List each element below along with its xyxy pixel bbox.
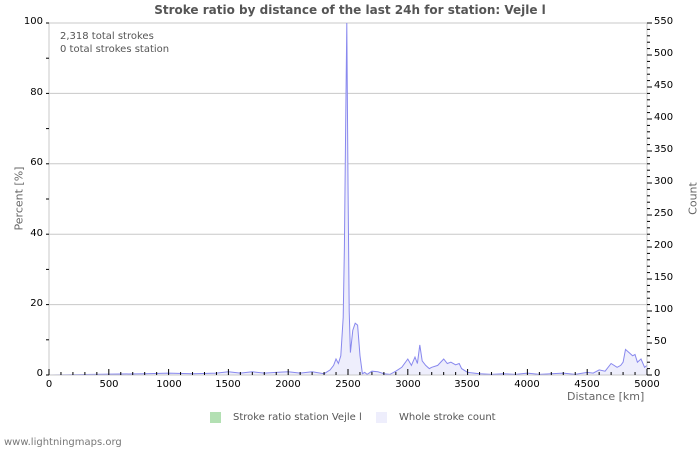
stroke-summary: 2,318 total strokes 0 total strokes stat… — [60, 30, 169, 56]
right-tick-50: 50 — [654, 336, 667, 347]
legend-station-swatch — [210, 412, 221, 423]
total-strokes-text: 2,318 total strokes — [60, 31, 154, 42]
right-tick-200: 200 — [654, 240, 674, 251]
x-tick-3500: 3500 — [454, 379, 480, 390]
right-tick-550: 550 — [654, 16, 674, 27]
right-tick-0: 0 — [654, 368, 661, 379]
right-tick-400: 400 — [654, 112, 674, 123]
right-tick-450: 450 — [654, 80, 674, 91]
chart-title: Stroke ratio by distance of the last 24h… — [154, 3, 546, 17]
right-tick-100: 100 — [654, 304, 674, 315]
right-axis-label: Count — [686, 182, 700, 215]
x-tick-500: 500 — [99, 379, 119, 390]
left-axis-label: Percent [%] — [12, 166, 26, 231]
x-tick-1500: 1500 — [215, 379, 241, 390]
x-tick-4000: 4000 — [514, 379, 540, 390]
left-tick-20: 20 — [30, 298, 43, 309]
station-strokes-text: 0 total strokes station — [60, 44, 170, 55]
right-tick-350: 350 — [654, 144, 674, 155]
x-tick-2500: 2500 — [335, 379, 361, 390]
left-tick-100: 100 — [23, 16, 43, 27]
x-tick-1000: 1000 — [156, 379, 182, 390]
axis-ticks — [46, 22, 652, 376]
right-tick-150: 150 — [654, 272, 674, 283]
x-tick-0: 0 — [45, 379, 53, 390]
legend-station-label: Stroke ratio station Vejle l — [233, 412, 362, 423]
right-tick-250: 250 — [654, 208, 674, 219]
legend-whole-label: Whole stroke count — [399, 412, 496, 423]
legend-whole-swatch — [376, 412, 387, 423]
x-tick-2000: 2000 — [275, 379, 301, 390]
whole-stroke-line — [48, 22, 648, 376]
x-tick-3000: 3000 — [395, 379, 421, 390]
x-tick-5000: 5000 — [634, 379, 660, 390]
left-tick-0: 0 — [36, 368, 43, 379]
x-tick-4500: 4500 — [574, 379, 600, 390]
x-axis-label: Distance [km] — [567, 390, 645, 403]
left-tick-80: 80 — [30, 87, 43, 98]
left-tick-40: 40 — [30, 228, 43, 239]
site-footer: www.lightningmaps.org — [4, 437, 122, 448]
right-tick-500: 500 — [654, 48, 674, 59]
left-tick-60: 60 — [30, 157, 43, 168]
right-tick-300: 300 — [654, 176, 674, 187]
